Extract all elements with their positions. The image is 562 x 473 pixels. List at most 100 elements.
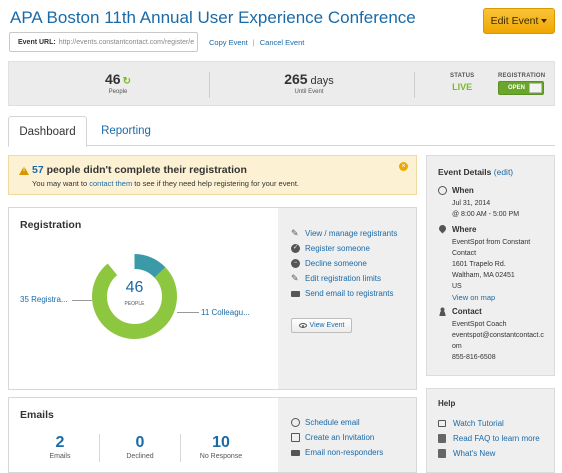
- stats-bar: 46 ↻ People 265 days Until Event STATUS LI…: [8, 61, 555, 106]
- stat-value: 2: [55, 434, 65, 451]
- emails-sent-stat[interactable]: 2 Emails: [30, 434, 90, 460]
- tab-dashboard[interactable]: Dashboard: [8, 116, 87, 147]
- pencil-icon: ✎: [291, 228, 299, 238]
- stat-label: No Response: [199, 453, 243, 460]
- email-non-responders-link[interactable]: Email non-responders: [291, 445, 383, 460]
- donut-chart: [92, 254, 177, 339]
- tab-reporting[interactable]: Reporting: [101, 125, 151, 137]
- days-stat: 265 days Until Event: [264, 71, 354, 95]
- edit-registration-limits-link[interactable]: ✎ Edit registration limits: [291, 271, 397, 286]
- donut-center-value: 46: [125, 279, 144, 296]
- caret-down-icon: [541, 19, 548, 23]
- contact-email: eventspot@constantcontact.c: [452, 332, 544, 339]
- donut-slice-registrants[interactable]: [92, 254, 177, 339]
- donut-slice-colleagues[interactable]: [92, 254, 177, 339]
- status-block: STATUS LIVE: [450, 73, 474, 92]
- alert-heading: 57 people didn't complete their registra…: [32, 164, 247, 176]
- action-label: Decline someone: [305, 259, 367, 268]
- where-line: EventSpot from Constant: [452, 239, 531, 246]
- people-count: 46: [105, 71, 121, 87]
- copy-event-link[interactable]: Copy Event: [209, 38, 248, 47]
- view-on-map-link[interactable]: View on map: [452, 293, 496, 302]
- cancel-event-link[interactable]: Cancel Event: [259, 38, 305, 47]
- registration-title: Registration: [20, 219, 82, 231]
- view-event-button[interactable]: View Event: [291, 318, 352, 333]
- stats-divider: [209, 72, 210, 98]
- send-email-registrants-link[interactable]: Send email to registrants: [291, 286, 397, 301]
- stats-divider: [414, 72, 415, 98]
- event-url-value: http://events.constantcontact.com/regist…: [58, 38, 195, 46]
- check-circle-icon: ✓: [291, 244, 300, 253]
- where-section: Where EventSpot from Constant Contact 16…: [437, 223, 553, 304]
- contact-label: Contact: [452, 307, 482, 316]
- details-title-text: Event Details: [438, 167, 492, 177]
- days-count: 265: [284, 71, 308, 87]
- view-manage-registrants-link[interactable]: ✎ View / manage registrants: [291, 226, 397, 241]
- incomplete-registration-alert: 57 people didn't complete their registra…: [8, 155, 417, 195]
- contact-them-link[interactable]: contact them: [89, 179, 133, 188]
- status-value: LIVE: [452, 82, 473, 92]
- donut-center-label: PEOPLE: [124, 301, 145, 307]
- refresh-icon[interactable]: ↻: [122, 76, 131, 87]
- clock-icon: [291, 418, 300, 427]
- help-title: Help: [438, 399, 456, 408]
- where-line: 1601 Trapelo Rd.: [452, 261, 506, 268]
- register-someone-link[interactable]: ✓ Register someone: [291, 241, 397, 256]
- emails-declined-stat[interactable]: 0 Declined: [110, 434, 170, 460]
- registration-donut: 46 PEOPLE: [89, 251, 180, 342]
- decline-someone-link[interactable]: − Decline someone: [291, 256, 397, 271]
- action-label: Email non-responders: [305, 448, 384, 457]
- emails-divider: [99, 434, 100, 462]
- emails-panel: Emails 2 Emails 0 Declined 10 No Response S…: [8, 397, 417, 473]
- donut-label-colleagues[interactable]: 11 Colleagu...: [201, 308, 250, 317]
- schedule-email-link[interactable]: Schedule email: [291, 415, 383, 430]
- emails-no-response-stat[interactable]: 10 No Response: [191, 434, 251, 460]
- event-details-title: Event Details (edit): [438, 167, 513, 177]
- leader-line-right: [177, 312, 199, 313]
- action-label: Schedule email: [305, 418, 360, 427]
- where-label: Where: [452, 225, 477, 234]
- contact-section: Contact EventSpot Coach eventspot@consta…: [438, 307, 553, 363]
- stat-label: Emails: [49, 453, 71, 460]
- edit-event-label: Edit Event: [490, 15, 539, 27]
- stat-value: 10: [212, 434, 230, 451]
- edit-details-link[interactable]: (edit): [493, 167, 514, 177]
- alert-heading-text: people didn't complete their registratio…: [43, 164, 247, 176]
- when-label: When: [452, 186, 474, 195]
- when-date: Jul 31, 2014: [452, 200, 491, 207]
- days-unit: days: [310, 75, 334, 87]
- contact-phone: 855-816-6508: [452, 354, 496, 361]
- registration-panel: Registration 46 PEOPLE 35 Registra... 11…: [8, 207, 417, 390]
- alert-body-post: to see if they need help registering for…: [132, 179, 299, 188]
- alert-body-pre: You may want to: [32, 179, 90, 188]
- pencil-icon: ✎: [291, 273, 299, 283]
- read-faq-link[interactable]: Read FAQ to learn more: [438, 431, 540, 446]
- event-url-label: Event URL:: [18, 38, 56, 46]
- page-title: APA Boston 11th Annual User Experience C…: [10, 8, 416, 27]
- person-icon: [438, 307, 447, 316]
- watch-tutorial-link[interactable]: Watch Tutorial: [438, 416, 540, 431]
- emails-actions: Schedule email Create an Invitation Emai…: [291, 415, 383, 460]
- registration-toggle-label: OPEN: [508, 85, 526, 91]
- create-invitation-link[interactable]: Create an Invitation: [291, 430, 383, 445]
- action-label: Create an Invitation: [305, 433, 375, 442]
- leader-line-left: [72, 300, 92, 301]
- whats-new-link[interactable]: What's New: [438, 446, 540, 461]
- action-label: Edit registration limits: [305, 274, 382, 283]
- where-line: Waltham, MA 02451: [452, 272, 515, 279]
- event-links: Copy Event | Cancel Event: [209, 38, 304, 47]
- donut-label-registrants[interactable]: 35 Registra...: [20, 295, 68, 304]
- event-url-field[interactable]: Event URL: http://events.constantcontact…: [9, 32, 198, 52]
- close-icon[interactable]: ×: [399, 162, 408, 171]
- eye-icon: [298, 323, 307, 328]
- days-label: Until Event: [294, 89, 324, 95]
- stat-value: 0: [135, 434, 145, 451]
- edit-event-button[interactable]: Edit Event: [483, 8, 555, 34]
- help-items: Watch Tutorial Read FAQ to learn more Wh…: [438, 416, 540, 461]
- registration-toggle[interactable]: OPEN: [498, 81, 544, 95]
- alert-body: You may want to contact them to see if t…: [32, 179, 299, 188]
- help-panel: Help Watch Tutorial Read FAQ to learn mo…: [426, 388, 555, 473]
- emails-divider: [180, 434, 181, 462]
- warning-icon: [19, 166, 29, 175]
- document-icon: [438, 449, 446, 458]
